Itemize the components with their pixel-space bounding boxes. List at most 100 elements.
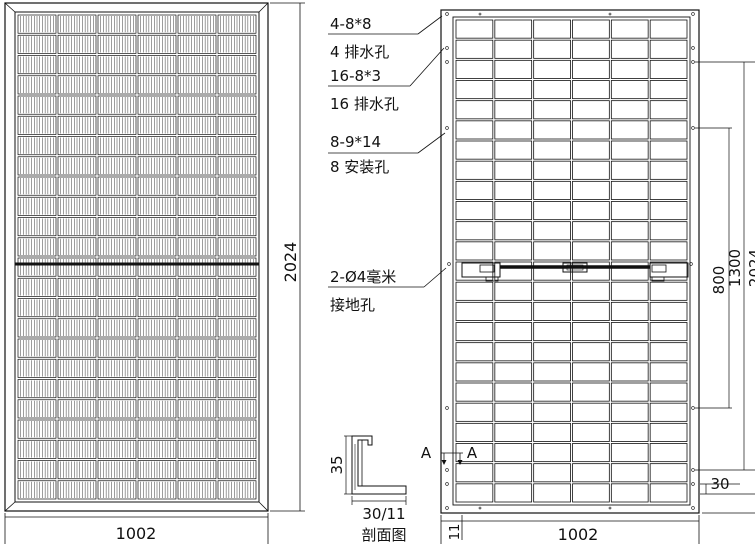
front-cell bbox=[177, 237, 217, 257]
back-cell bbox=[610, 342, 649, 362]
front-cell bbox=[97, 480, 137, 500]
back-cell bbox=[649, 422, 688, 442]
back-cell bbox=[649, 180, 688, 200]
back-cell bbox=[572, 160, 610, 180]
front-cell bbox=[17, 338, 57, 358]
back-cell bbox=[649, 160, 688, 180]
callout-desc: 4 排水孔 bbox=[330, 43, 389, 61]
front-cell bbox=[137, 75, 177, 95]
back-cell bbox=[533, 59, 571, 79]
back-cell bbox=[649, 382, 688, 402]
front-cell bbox=[57, 480, 97, 500]
back-cell bbox=[455, 362, 494, 382]
callout-desc: 接地孔 bbox=[330, 296, 375, 314]
front-cell bbox=[137, 115, 177, 135]
back-cell bbox=[610, 382, 649, 402]
front-height-dimension: 2024 bbox=[270, 2, 305, 512]
back-cell bbox=[649, 221, 688, 241]
front-cell bbox=[137, 318, 177, 338]
back-cell bbox=[455, 160, 494, 180]
front-cell bbox=[137, 95, 177, 115]
front-cell bbox=[177, 196, 217, 216]
back-cell bbox=[610, 301, 649, 321]
back-cell bbox=[455, 241, 494, 261]
front-cell bbox=[217, 257, 257, 277]
front-cell bbox=[137, 14, 177, 34]
back-cell bbox=[649, 443, 688, 463]
back-cell bbox=[572, 281, 610, 301]
front-cell bbox=[97, 176, 137, 196]
back-cell bbox=[533, 180, 571, 200]
back-cell bbox=[455, 422, 494, 442]
back-cell bbox=[494, 483, 533, 503]
dim-middle-label: 1300 bbox=[726, 249, 744, 287]
front-cell bbox=[57, 156, 97, 176]
callout-drain-holes-16: 16-8*3 16 排水孔 bbox=[328, 47, 445, 113]
front-cell bbox=[177, 95, 217, 115]
back-cell bbox=[610, 483, 649, 503]
front-cell bbox=[17, 55, 57, 75]
back-cell bbox=[533, 402, 571, 422]
back-cell bbox=[572, 80, 610, 100]
back-cell bbox=[610, 120, 649, 140]
front-cell bbox=[17, 480, 57, 500]
back-cell bbox=[649, 120, 688, 140]
back-cell bbox=[455, 100, 494, 120]
front-cell bbox=[217, 338, 257, 358]
junction-boxes bbox=[461, 262, 689, 282]
front-frame-outer bbox=[4, 2, 269, 512]
back-cell bbox=[455, 39, 494, 59]
back-cell bbox=[572, 201, 610, 221]
front-cell bbox=[17, 156, 57, 176]
front-cell bbox=[97, 14, 137, 34]
back-cell bbox=[610, 362, 649, 382]
back-cell bbox=[610, 261, 649, 281]
front-cell bbox=[137, 358, 177, 378]
front-cell bbox=[137, 480, 177, 500]
back-cell bbox=[533, 120, 571, 140]
back-cell bbox=[455, 322, 494, 342]
front-cell bbox=[217, 237, 257, 257]
front-cell bbox=[177, 419, 217, 439]
back-cell bbox=[572, 301, 610, 321]
back-view: A A bbox=[421, 9, 700, 514]
front-cell bbox=[177, 358, 217, 378]
back-cell bbox=[610, 201, 649, 221]
front-cell bbox=[217, 14, 257, 34]
back-cell bbox=[572, 241, 610, 261]
front-cell bbox=[97, 257, 137, 277]
back-cell bbox=[494, 443, 533, 463]
junction-box-right bbox=[649, 262, 689, 278]
front-cell bbox=[177, 298, 217, 318]
back-cell bbox=[494, 100, 533, 120]
front-cell bbox=[17, 298, 57, 318]
front-cell bbox=[177, 156, 217, 176]
back-cell bbox=[533, 221, 571, 241]
front-cell bbox=[137, 399, 177, 419]
back-cell bbox=[533, 463, 571, 483]
back-cell bbox=[610, 100, 649, 120]
back-cell bbox=[610, 140, 649, 160]
front-cell bbox=[217, 196, 257, 216]
back-cell bbox=[533, 100, 571, 120]
back-cell bbox=[455, 402, 494, 422]
front-cell bbox=[137, 460, 177, 480]
front-cell bbox=[177, 34, 217, 54]
front-cell bbox=[17, 176, 57, 196]
front-cell bbox=[177, 75, 217, 95]
front-cell bbox=[97, 156, 137, 176]
back-cell bbox=[610, 241, 649, 261]
front-cell bbox=[177, 14, 217, 34]
junction-box-left bbox=[461, 262, 501, 278]
back-cell bbox=[649, 140, 688, 160]
back-cell bbox=[533, 39, 571, 59]
front-cell bbox=[177, 257, 217, 277]
front-cell bbox=[97, 358, 137, 378]
back-cell bbox=[649, 301, 688, 321]
front-cell bbox=[57, 439, 97, 459]
front-cell bbox=[97, 460, 137, 480]
back-frame-inner bbox=[452, 16, 691, 506]
back-cell bbox=[572, 100, 610, 120]
back-cell bbox=[494, 39, 533, 59]
front-cell bbox=[137, 338, 177, 358]
